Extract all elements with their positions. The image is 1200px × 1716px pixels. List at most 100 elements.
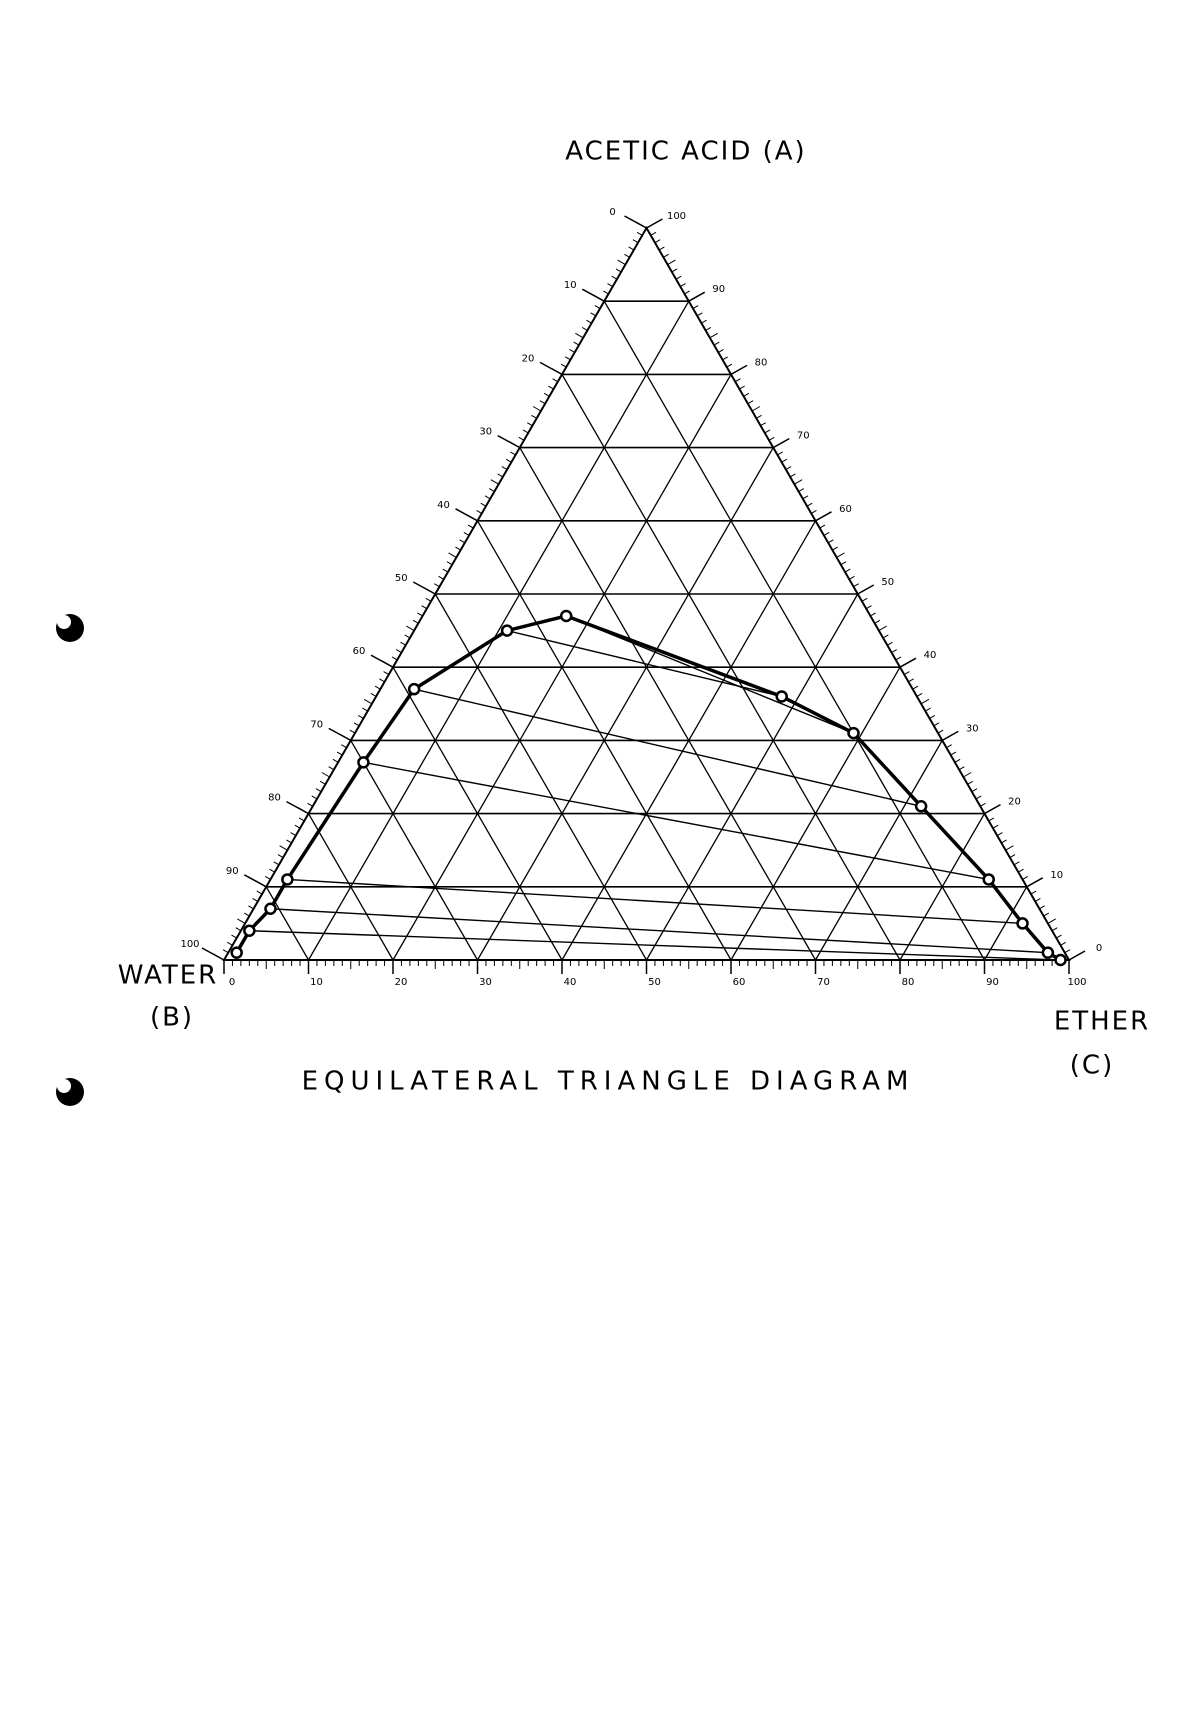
grid-line	[350, 740, 479, 961]
minor-tick	[231, 934, 237, 939]
minor-tick	[785, 466, 792, 470]
minor-tick	[539, 400, 546, 405]
minor-tick	[925, 707, 931, 712]
minor-tick	[743, 392, 750, 397]
minor-tick	[891, 649, 897, 653]
minor-tick	[573, 341, 580, 346]
grid-line	[603, 300, 986, 961]
binodal-point	[264, 902, 277, 916]
bottom-tick-label: 100	[1067, 977, 1086, 988]
minor-tick	[1030, 890, 1037, 895]
binodal-point	[243, 924, 256, 937]
minor-tick	[811, 510, 817, 514]
minor-tick	[980, 802, 986, 807]
minor-tick	[1047, 918, 1056, 924]
tick-mark	[581, 288, 605, 302]
minor-tick	[975, 795, 982, 800]
minor-tick	[878, 625, 887, 632]
tick-mark	[1068, 950, 1086, 961]
left-tick-label: 30	[479, 427, 492, 438]
minor-tick	[552, 378, 559, 383]
minor-tick	[277, 854, 284, 858]
minor-tick	[248, 905, 254, 910]
tick-mark	[772, 437, 790, 449]
minor-tick	[374, 685, 381, 690]
minor-tick	[1034, 898, 1041, 902]
minor-tick	[476, 510, 482, 514]
minor-tick	[777, 451, 783, 456]
minor-tick	[446, 561, 453, 566]
right-tick-label: 90	[712, 284, 725, 295]
tick-mark	[1026, 877, 1044, 888]
binodal-point	[775, 690, 788, 703]
minor-tick	[459, 539, 466, 544]
minor-tick	[789, 473, 796, 478]
minor-tick	[865, 605, 872, 610]
minor-tick	[400, 641, 406, 646]
right-tick-label: 0	[1096, 943, 1102, 954]
right-tick-label: 80	[755, 357, 768, 368]
minor-tick	[680, 283, 686, 287]
minor-tick	[903, 671, 910, 675]
minor-tick	[273, 861, 280, 866]
minor-tick	[357, 715, 364, 719]
minor-tick	[590, 312, 597, 317]
minor-tick	[870, 612, 876, 617]
minor-tick	[781, 458, 788, 463]
minor-tick	[497, 473, 504, 478]
minor-tick	[421, 605, 428, 610]
minor-tick	[298, 817, 305, 822]
minor-tick	[751, 406, 761, 412]
binodal-point	[847, 726, 860, 740]
minor-tick	[467, 524, 474, 529]
minor-tick	[992, 824, 999, 829]
diagram-title: EQUILATERAL TRIANGLE DIAGRAM	[302, 1067, 915, 1097]
minor-tick	[654, 239, 661, 244]
left-tick-label: 70	[310, 719, 323, 730]
left-tick-label: 90	[226, 866, 239, 877]
grid-line	[476, 447, 774, 961]
left-tick-label: 100	[180, 939, 199, 950]
minor-tick	[819, 524, 826, 529]
tie-line	[363, 761, 989, 881]
minor-tick	[315, 788, 322, 793]
punch-hole-cut	[57, 615, 71, 629]
minor-tick	[823, 532, 830, 536]
minor-tick	[569, 349, 575, 353]
minor-tick	[827, 539, 834, 544]
bottom-tick-label: 70	[817, 977, 830, 988]
minor-tick	[565, 356, 571, 361]
minor-tick	[488, 488, 495, 492]
minor-tick	[222, 949, 229, 954]
minor-tick	[227, 941, 233, 946]
tick-mark	[646, 218, 663, 229]
minor-tick	[490, 479, 499, 485]
minor-tick	[798, 488, 805, 492]
grid-line	[645, 593, 859, 961]
minor-tick	[362, 707, 368, 712]
minor-tick	[1064, 949, 1071, 954]
minor-tick	[615, 268, 622, 273]
binodal-point	[230, 946, 243, 959]
minor-tick	[391, 656, 398, 661]
minor-tick	[958, 766, 965, 771]
minor-tick	[874, 619, 881, 624]
minor-tick	[434, 583, 440, 588]
left-tick-label: 40	[437, 500, 450, 511]
minor-tick	[484, 495, 491, 500]
minor-tick	[1060, 941, 1066, 946]
bottom-tick-label: 50	[648, 977, 661, 988]
minor-tick	[628, 246, 635, 251]
tie-line	[413, 688, 922, 807]
left-tick-label: 10	[564, 280, 577, 291]
tick-mark	[455, 508, 478, 522]
right-tick-label: 70	[797, 431, 810, 442]
minor-tick	[370, 693, 377, 697]
bottom-tick-label: 30	[479, 977, 492, 988]
binodal-point	[407, 682, 421, 696]
left-vertex-label: WATER	[118, 961, 218, 991]
minor-tick	[632, 239, 639, 244]
minor-tick	[1022, 876, 1028, 880]
bottom-tick-label: 20	[395, 977, 408, 988]
